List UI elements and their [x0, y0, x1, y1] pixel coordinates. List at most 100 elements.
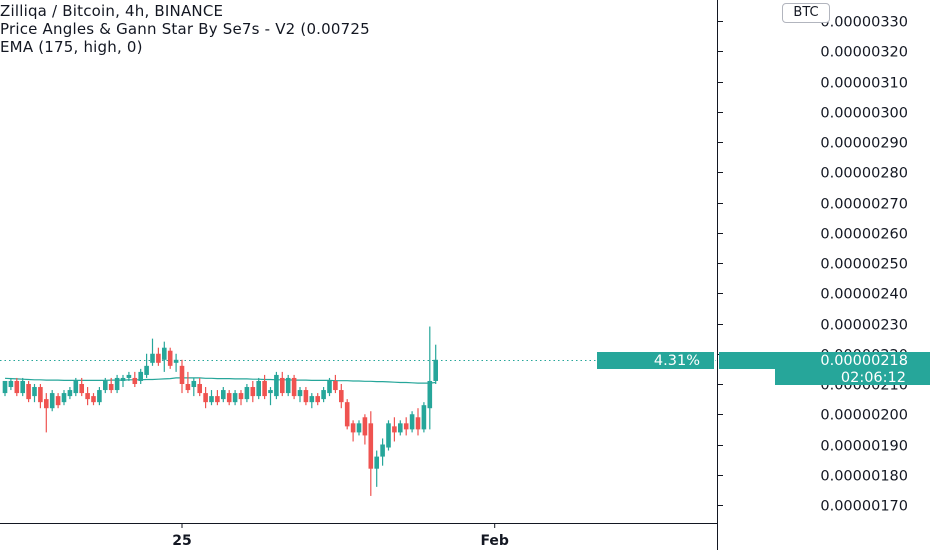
candle-37[interactable] — [221, 387, 226, 403]
candle-body — [285, 377, 291, 394]
candle-6[interactable] — [38, 384, 43, 409]
candle-49[interactable] — [291, 374, 297, 400]
candle-23[interactable] — [138, 368, 143, 384]
indicator-ema[interactable]: EMA (175, high, 0) — [0, 38, 143, 56]
candle-43[interactable] — [256, 377, 261, 400]
candle-body — [221, 390, 226, 400]
candle-10[interactable] — [61, 390, 67, 406]
y-tick-label-7: 0.00000240 — [820, 287, 908, 303]
symbol-title[interactable]: Zilliqa / Bitcoin, 4h, BINANCE — [0, 2, 224, 20]
candle-29[interactable] — [173, 353, 179, 372]
candle-body — [433, 359, 438, 381]
candle-34[interactable] — [203, 387, 208, 409]
candle-body — [14, 380, 20, 394]
candle-72[interactable] — [427, 326, 433, 430]
candle-42[interactable] — [250, 380, 256, 403]
candle-73[interactable] — [433, 344, 438, 384]
candle-19[interactable] — [114, 374, 120, 394]
currency-button[interactable]: BTC — [782, 3, 830, 23]
candle-68[interactable] — [403, 417, 409, 436]
candle-body — [108, 384, 114, 391]
candle-body — [203, 393, 208, 403]
candle-body — [97, 390, 102, 403]
candle-27[interactable] — [162, 341, 167, 372]
candle-45[interactable] — [268, 387, 273, 406]
candle-64[interactable] — [380, 438, 385, 466]
candle-3[interactable] — [20, 377, 25, 397]
candle-48[interactable] — [285, 374, 291, 397]
candle-53[interactable] — [315, 393, 320, 406]
indicator-gann-star[interactable]: Price Angles & Gann Star By Se7s - V2 (0… — [0, 20, 370, 38]
candle-body — [103, 380, 108, 391]
candle-body — [398, 423, 403, 433]
candle-25[interactable] — [150, 338, 155, 366]
candle-5[interactable] — [32, 384, 37, 403]
candle-13[interactable] — [79, 377, 84, 397]
candle-26[interactable] — [156, 347, 161, 366]
candle-body — [38, 387, 43, 403]
candle-32[interactable] — [191, 377, 197, 397]
candle-30[interactable] — [179, 359, 185, 394]
candle-41[interactable] — [244, 384, 250, 403]
candle-body — [167, 350, 173, 366]
candle-60[interactable] — [356, 420, 362, 436]
candle-14[interactable] — [85, 387, 90, 406]
candle-54[interactable] — [321, 387, 326, 403]
plot-area[interactable] — [0, 326, 716, 496]
candle-24[interactable] — [144, 353, 149, 378]
candle-17[interactable] — [103, 377, 108, 394]
candle-20[interactable] — [120, 374, 126, 388]
candle-58[interactable] — [344, 399, 350, 430]
candle-11[interactable] — [67, 387, 73, 400]
candle-67[interactable] — [398, 420, 403, 436]
candle-21[interactable] — [126, 371, 132, 381]
candle-12[interactable] — [73, 377, 79, 397]
candle-1[interactable] — [8, 377, 14, 391]
y-tick-label-0: 0.00000170 — [820, 499, 908, 515]
candle-46[interactable] — [274, 371, 279, 400]
candle-61[interactable] — [362, 414, 368, 445]
candle-16[interactable] — [97, 387, 102, 406]
candle-70[interactable] — [415, 408, 421, 436]
candle-36[interactable] — [215, 390, 220, 406]
candle-2[interactable] — [14, 377, 20, 397]
candle-body — [362, 417, 368, 436]
candle-50[interactable] — [297, 387, 303, 403]
candle-39[interactable] — [232, 390, 238, 406]
candle-0[interactable] — [2, 380, 8, 397]
candle-65[interactable] — [386, 420, 391, 451]
candle-8[interactable] — [49, 390, 55, 412]
candle-body — [238, 393, 244, 400]
candle-66[interactable] — [392, 417, 397, 442]
candle-4[interactable] — [26, 380, 31, 403]
candle-9[interactable] — [55, 393, 61, 409]
candle-62[interactable] — [368, 411, 374, 496]
candle-body — [26, 384, 31, 400]
y-tick-label-1: 0.00000180 — [820, 469, 908, 485]
candle-63[interactable] — [374, 450, 379, 487]
candle-55[interactable] — [327, 377, 332, 397]
candle-69[interactable] — [409, 411, 415, 433]
candle-31[interactable] — [185, 371, 191, 394]
candle-57[interactable] — [339, 384, 344, 409]
candle-28[interactable] — [167, 347, 173, 369]
candle-71[interactable] — [421, 402, 427, 433]
candle-51[interactable] — [303, 387, 309, 406]
candle-15[interactable] — [91, 393, 96, 406]
candle-35[interactable] — [209, 390, 214, 406]
y-tick-label-3: 0.00000200 — [820, 408, 908, 424]
candle-33[interactable] — [197, 377, 202, 397]
candle-47[interactable] — [280, 371, 285, 397]
candle-18[interactable] — [108, 377, 114, 394]
candle-22[interactable] — [132, 371, 138, 388]
candle-52[interactable] — [309, 393, 315, 409]
candle-56[interactable] — [333, 374, 338, 394]
candle-38[interactable] — [226, 390, 232, 406]
candle-40[interactable] — [238, 390, 244, 406]
candle-59[interactable] — [350, 420, 356, 442]
candle-body — [32, 387, 37, 397]
y-tick-label-9: 0.00000260 — [820, 227, 908, 243]
candle-7[interactable] — [44, 393, 49, 433]
candle-44[interactable] — [262, 374, 267, 400]
